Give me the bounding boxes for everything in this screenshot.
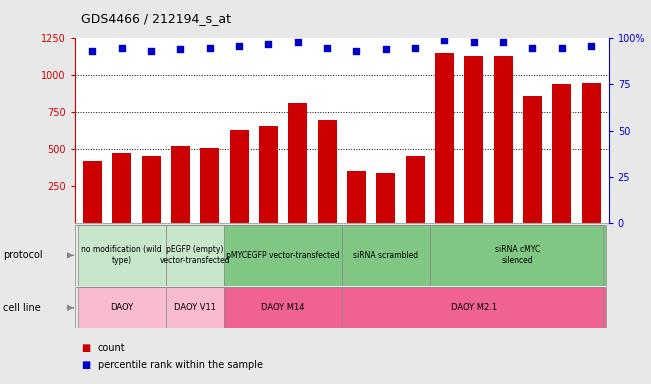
Bar <box>78 287 166 328</box>
Point <box>586 43 596 49</box>
Bar <box>112 154 132 223</box>
Text: DAOY M2.1: DAOY M2.1 <box>450 303 497 312</box>
Bar <box>166 287 225 328</box>
Text: count: count <box>98 343 125 353</box>
Bar <box>342 225 430 286</box>
Bar <box>464 56 483 223</box>
Point <box>527 45 538 51</box>
Bar <box>581 83 601 223</box>
Bar <box>435 53 454 223</box>
Point <box>322 45 332 51</box>
Bar <box>430 225 605 286</box>
Point <box>439 37 450 43</box>
Text: GDS4466 / 212194_s_at: GDS4466 / 212194_s_at <box>81 12 231 25</box>
Point <box>410 45 421 51</box>
Bar <box>225 287 342 328</box>
Bar <box>142 156 161 223</box>
Bar <box>225 225 342 286</box>
Bar <box>406 156 424 223</box>
Point <box>557 45 567 51</box>
Bar <box>288 103 307 223</box>
Bar <box>166 225 225 286</box>
Bar <box>347 171 366 223</box>
Point <box>87 48 98 55</box>
Point <box>117 45 127 51</box>
Point <box>352 48 362 55</box>
Point <box>175 46 186 53</box>
Text: pMYCEGFP vector-transfected: pMYCEGFP vector-transfected <box>227 251 340 260</box>
Text: DAOY: DAOY <box>110 303 133 312</box>
Bar <box>171 146 190 223</box>
Point <box>146 48 156 55</box>
Point <box>263 41 273 47</box>
Text: protocol: protocol <box>3 250 43 260</box>
Text: siRNA cMYC
silenced: siRNA cMYC silenced <box>495 245 540 265</box>
Bar <box>493 56 512 223</box>
Point <box>498 39 508 45</box>
Bar <box>230 130 249 223</box>
Text: no modification (wild
type): no modification (wild type) <box>81 245 162 265</box>
Bar <box>523 96 542 223</box>
Text: DAOY M14: DAOY M14 <box>261 303 305 312</box>
Text: percentile rank within the sample: percentile rank within the sample <box>98 360 262 370</box>
Bar <box>78 225 166 286</box>
Text: ■: ■ <box>81 360 90 370</box>
Point <box>381 46 391 53</box>
Point <box>292 39 303 45</box>
Point <box>234 43 244 49</box>
Bar <box>552 84 572 223</box>
Bar <box>376 173 395 223</box>
Text: ■: ■ <box>81 343 90 353</box>
Bar <box>201 148 219 223</box>
Text: DAOY V11: DAOY V11 <box>174 303 216 312</box>
Bar <box>342 287 605 328</box>
Text: siRNA scrambled: siRNA scrambled <box>353 251 419 260</box>
Text: pEGFP (empty)
vector-transfected: pEGFP (empty) vector-transfected <box>159 245 230 265</box>
Bar <box>259 126 278 223</box>
Point <box>469 39 479 45</box>
Bar <box>318 119 337 223</box>
Bar <box>83 161 102 223</box>
Text: cell line: cell line <box>3 303 41 313</box>
Point <box>204 45 215 51</box>
